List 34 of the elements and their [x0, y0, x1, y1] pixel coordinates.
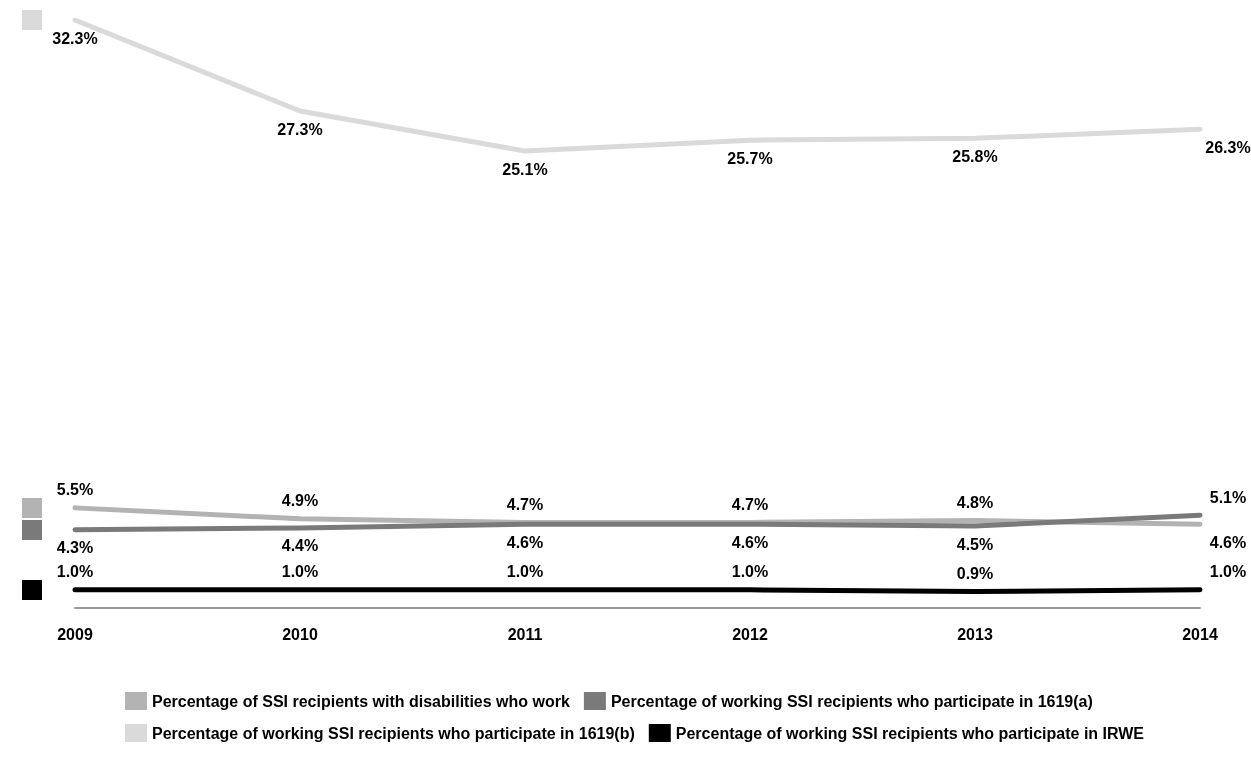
- data-label: 1.0%: [56, 563, 94, 581]
- legend-label: Percentage of working SSI recipients who participate in IRWE: [675, 724, 1145, 742]
- data-label: 4.4%: [281, 537, 319, 555]
- data-label: 1.0%: [506, 563, 544, 581]
- data-label: 4.7%: [506, 495, 544, 513]
- x-tick-label: 2013: [957, 625, 993, 643]
- x-tick-label: 2014: [1182, 625, 1218, 643]
- x-tick-label: 2011: [507, 625, 543, 643]
- data-label: 4.8%: [956, 494, 994, 512]
- data-label: 4.6%: [1209, 533, 1247, 551]
- data-label: 1.0%: [281, 563, 319, 581]
- data-label: 25.1%: [502, 160, 548, 178]
- data-label: 25.7%: [727, 149, 773, 167]
- data-label: 4.5%: [956, 535, 994, 553]
- data-label: 4.6%: [731, 533, 769, 551]
- data-label: 5.5%: [56, 481, 94, 499]
- x-tick-label: 2012: [732, 625, 768, 643]
- x-tick-label: 2010: [282, 625, 318, 643]
- data-label: 32.3%: [52, 29, 98, 47]
- legend-label: Percentage of working SSI recipients who participate in 1619(b): [152, 724, 635, 742]
- legend-label: Percentage of working SSI recipients who participate in 1619(a): [610, 692, 1093, 710]
- x-tick-label: 2009: [57, 625, 93, 643]
- data-label: 26.3%: [1205, 138, 1251, 156]
- data-label: 4.9%: [281, 492, 319, 510]
- data-label: 25.8%: [952, 147, 998, 165]
- data-label: 0.9%: [956, 565, 994, 583]
- data-label: 4.6%: [506, 533, 544, 551]
- legend-label: Percentage of SSI recipients with disabilities who work: [152, 692, 570, 710]
- data-label: 1.0%: [1209, 563, 1247, 581]
- data-label: 4.3%: [56, 539, 94, 557]
- data-label: 1.0%: [731, 563, 769, 581]
- data-label: 4.7%: [731, 495, 769, 513]
- data-label: 27.3%: [277, 120, 323, 138]
- data-label: 5.1%: [1209, 488, 1247, 506]
